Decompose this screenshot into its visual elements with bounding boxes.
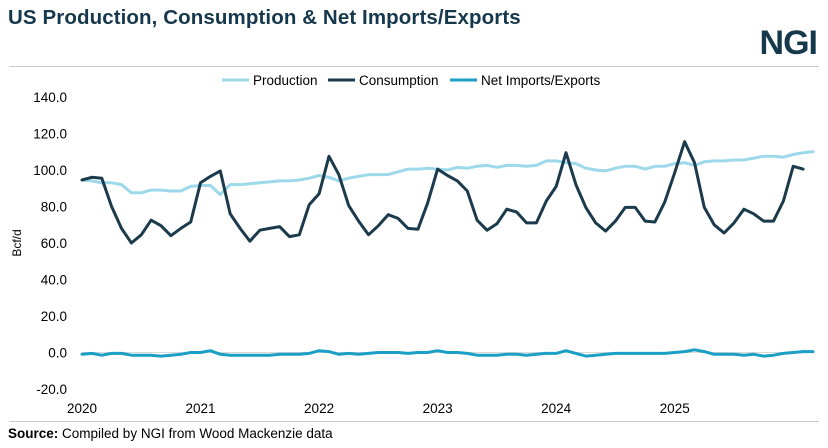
- x-axis: 2020 2021 2022 2023 2024 2025: [67, 352, 813, 416]
- y-tick-label: 60.0: [41, 236, 67, 251]
- y-tick-label: 100.0: [33, 163, 67, 178]
- series-line-consumption: [80, 140, 805, 245]
- x-tick-label: 2023: [423, 401, 453, 416]
- y-tick-label: 20.0: [41, 309, 67, 324]
- x-tick-label: 2025: [660, 401, 690, 416]
- y-tick-label: 80.0: [41, 200, 67, 215]
- x-tick-label: 2021: [186, 401, 216, 416]
- legend-label: Net Imports/Exports: [481, 73, 601, 88]
- y-axis: 140.0 120.0 100.0 80.0 60.0 40.0 20.0 0.0 -20.0 B…: [10, 90, 67, 397]
- legend-label: Consumption: [359, 73, 439, 88]
- bottom-divider: [9, 421, 819, 422]
- x-tick-label: 2020: [67, 401, 97, 416]
- series-line-net-imports-exports: [80, 348, 815, 358]
- top-divider: [9, 66, 819, 67]
- x-tick-label: 2022: [304, 401, 334, 416]
- y-tick-label: 40.0: [41, 273, 67, 288]
- ngi-logo: NGI: [759, 24, 818, 62]
- source-note: Source: Compiled by NGI from Wood Macken…: [8, 426, 333, 441]
- y-tick-label: 0.0: [48, 346, 67, 361]
- legend-label: Production: [253, 73, 318, 88]
- y-axis-title: Bcf/d: [10, 229, 24, 256]
- source-text: Compiled by NGI from Wood Mackenzie data: [62, 426, 333, 441]
- y-tick-label: -20.0: [36, 382, 67, 397]
- y-tick-label: 120.0: [33, 127, 67, 142]
- chart-title: US Production, Consumption & Net Imports…: [8, 6, 521, 29]
- x-tick-label: 2024: [541, 401, 572, 416]
- source-label: Source:: [8, 426, 59, 441]
- series-line-production: [80, 150, 815, 197]
- legend: Production Consumption Net Imports/Exports: [222, 73, 601, 88]
- y-tick-label: 140.0: [33, 90, 67, 105]
- series-lines: [80, 140, 815, 358]
